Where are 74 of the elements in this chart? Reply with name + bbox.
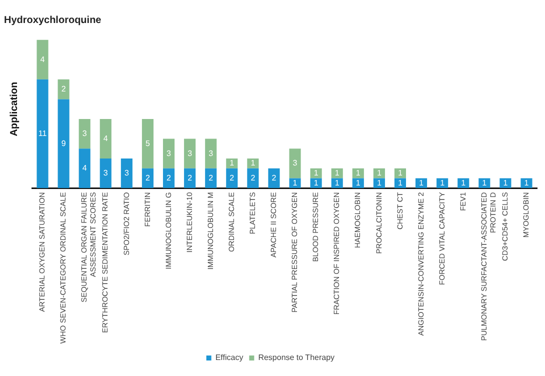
data-label: 1 [398,178,404,188]
data-label: 1 [482,178,488,188]
bar [162,168,175,188]
data-label: 1 [461,178,466,188]
data-label: 1 [376,168,382,178]
bar [352,168,364,178]
data-label: 4 [40,54,46,64]
data-label: 2 [166,173,172,182]
bar [78,148,90,188]
bar [205,138,217,168]
bar [289,178,301,188]
data-label: 3 [292,158,298,168]
data-label: 1 [440,178,446,188]
bar [394,168,406,178]
y-axis-title: Application [8,82,20,136]
bar [247,158,259,168]
data-label: 1 [419,178,424,188]
bar [247,168,259,188]
data-label: 3 [124,168,130,178]
data-label: 1 [314,168,319,178]
data-label: 4 [103,134,108,143]
bar [78,118,90,149]
data-label: 1 [334,178,340,188]
data-label: 1 [503,178,508,188]
chart-title: Hydroxychloroquine [4,14,102,26]
bar [36,40,48,80]
data-label: 3 [82,129,88,138]
bar [226,168,238,188]
legend-label: Response to Therapy [258,353,335,362]
data-label: 1 [334,168,340,178]
bar [184,138,196,168]
data-label: 4 [82,164,88,173]
data-label: 1 [356,178,361,188]
bar [310,168,322,178]
bar [226,158,238,168]
bar [58,99,70,188]
data-label: 2 [61,84,66,94]
data-label: 3 [188,148,193,158]
data-label: 11 [38,129,48,138]
data-label: 2 [230,173,235,182]
legend-label: Efficacy [215,353,244,362]
data-label: 1 [250,158,256,168]
bar [268,168,280,188]
data-label: 5 [146,138,151,148]
bar [100,158,112,188]
data-label: 3 [103,168,108,178]
data-label: 2 [272,173,277,182]
bar [520,178,532,188]
bar [205,168,217,188]
data-label: 3 [208,148,214,158]
data-label: 2 [208,173,214,182]
bar [162,138,175,168]
data-label: 1 [524,178,530,188]
data-label: 2 [146,173,151,182]
data-label: 2 [188,173,193,182]
bar [120,158,132,188]
data-label: 1 [314,178,319,188]
data-label: 1 [376,178,382,188]
bar [289,148,301,178]
data-label: 1 [356,168,361,178]
data-label: 1 [230,158,235,168]
bar [184,168,196,188]
bar [36,79,48,188]
bar [100,118,112,159]
bar [142,118,154,168]
data-label: 9 [61,138,66,148]
data-label: 1 [292,178,298,188]
bar [58,79,70,100]
data-label: 2 [250,173,256,182]
data-label: 1 [398,168,404,178]
data-label: 3 [166,148,172,158]
bar [373,168,385,178]
bar [331,168,343,178]
bar [142,168,154,188]
